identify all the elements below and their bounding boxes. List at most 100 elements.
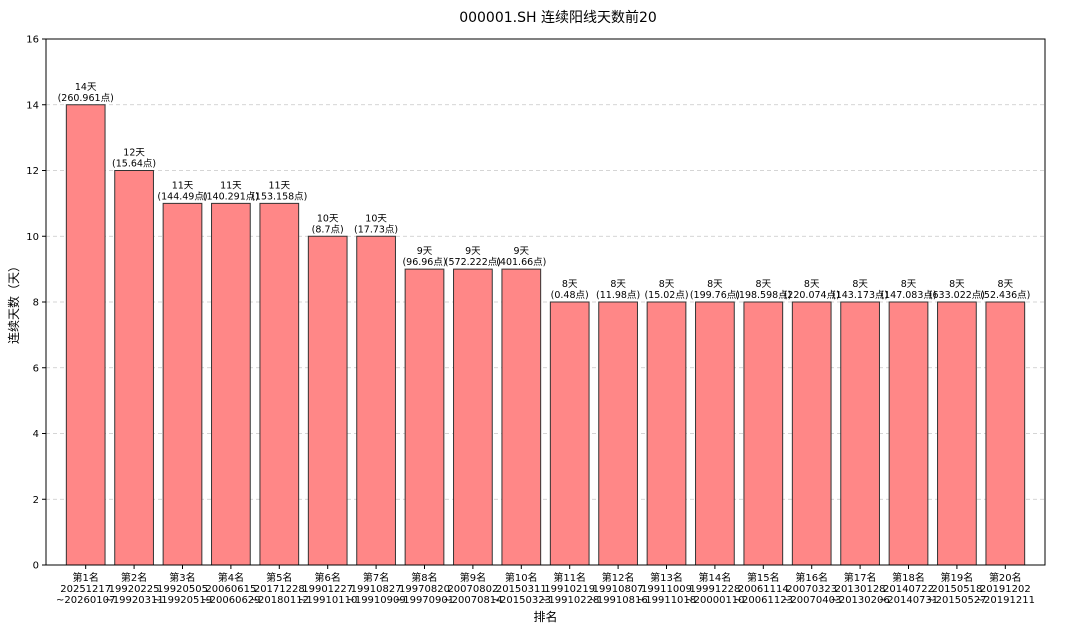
- bar: [840, 301, 880, 566]
- x-tick-label: 20150518: [931, 584, 982, 595]
- bar-points-label: (401.66点): [496, 257, 546, 268]
- chart-title: 000001.SH 连续阳线天数前20: [459, 9, 657, 26]
- bar-days-label: 11天: [220, 180, 242, 191]
- bar: [937, 301, 977, 566]
- x-tick-label: 第4名: [218, 571, 244, 584]
- x-tick-label: 第11名: [553, 571, 586, 584]
- bar: [162, 202, 203, 566]
- bar-days-label: 9天: [465, 246, 481, 257]
- bar-days-label: 8天: [804, 279, 820, 290]
- x-tick-label: 第2名: [121, 571, 147, 584]
- bar-days-label: 8天: [659, 279, 675, 290]
- bar-points-label: (572.222点): [445, 257, 501, 268]
- bars: [65, 104, 1026, 566]
- y-tick-label: 6: [33, 363, 39, 374]
- x-tick-label: 第10名: [505, 571, 538, 584]
- bar-days-label: 9天: [514, 246, 530, 257]
- x-tick-label: ~19910816: [588, 595, 647, 606]
- bar-days-label: 8天: [998, 279, 1014, 290]
- bar-points-label: (15.64点): [112, 159, 156, 170]
- bar-points-label: (153.158点): [251, 191, 307, 202]
- bar-days-label: 8天: [610, 279, 626, 290]
- x-tick-label: 19991228: [689, 584, 740, 595]
- x-tick-label: 第20名: [989, 571, 1022, 584]
- x-tick-label: ~20191211: [976, 595, 1035, 606]
- bar-value-labels: 14天(260.961点)12天(15.64点)11天(144.49点)11天(…: [58, 82, 1031, 301]
- bar-points-label: (11.98点): [596, 290, 640, 301]
- x-tick-label: 19910219: [544, 584, 595, 595]
- x-tick-label: 20130128: [835, 584, 886, 595]
- bar: [695, 301, 735, 566]
- y-tick-label: 2: [33, 495, 39, 506]
- bar: [65, 104, 106, 566]
- y-tick-label: 10: [26, 232, 39, 243]
- bar: [501, 268, 542, 566]
- bar-days-label: 12天: [123, 148, 145, 159]
- x-tick-label: ~20061123: [734, 595, 793, 606]
- x-tick-label: 19970820: [399, 584, 450, 595]
- x-tick-label: 第15名: [747, 571, 780, 584]
- bar-days-label: 11天: [172, 180, 194, 191]
- bar-points-label: (96.96点): [402, 257, 446, 268]
- x-tick-label: 19910807: [593, 584, 644, 595]
- x-tick-label: 19911009: [641, 584, 692, 595]
- x-tick-label: 20191202: [980, 584, 1031, 595]
- x-tick-label: 20070323: [786, 584, 837, 595]
- x-tick-label: ~20150323: [492, 595, 551, 606]
- x-tick-label: 第12名: [602, 571, 635, 584]
- x-tick-label: ~19910110: [298, 595, 357, 606]
- bar: [404, 268, 445, 566]
- y-axis-title: 连续天数（天）: [6, 260, 21, 344]
- bar-points-label: (147.083点): [880, 290, 936, 301]
- x-tick-label: ~20130206: [830, 595, 889, 606]
- bar-points-label: (220.074点): [784, 290, 840, 301]
- x-tick-label: 第16名: [795, 571, 828, 584]
- x-tick-label: ~20070403: [782, 595, 841, 606]
- x-tick-label: ~19920311: [104, 595, 163, 606]
- bar-days-label: 8天: [949, 279, 965, 290]
- bar-points-label: (199.76点): [690, 290, 740, 301]
- x-tick-label: 第18名: [892, 571, 925, 584]
- x-tick-label: ~20140731: [879, 595, 938, 606]
- x-tick-label: ~20070814: [443, 595, 502, 606]
- bar-points-label: (15.02点): [644, 290, 688, 301]
- bar-days-label: 8天: [852, 279, 868, 290]
- bar-points-label: (198.598点): [735, 290, 791, 301]
- bar: [356, 235, 396, 566]
- bar-days-label: 8天: [562, 279, 578, 290]
- x-tick-label: 第17名: [844, 571, 877, 584]
- bar: [259, 202, 300, 566]
- bar-points-label: (260.961点): [58, 93, 114, 104]
- x-tick-label: ~20150527: [927, 595, 986, 606]
- x-tick-label: 20251217: [60, 584, 111, 595]
- bar: [985, 301, 1026, 566]
- x-tick-label: 第14名: [699, 571, 732, 584]
- bar: [549, 301, 590, 566]
- x-tick-label: 第6名: [315, 571, 341, 584]
- y-tick-label: 16: [26, 35, 39, 46]
- y-tick-label: 14: [26, 100, 39, 111]
- x-tick-label: 第7名: [363, 571, 389, 584]
- bar-days-label: 10天: [365, 213, 387, 224]
- bar-days-label: 9天: [417, 246, 433, 257]
- x-tick-label: 20061114: [738, 584, 789, 595]
- x-tick-label: 第1名: [73, 571, 99, 584]
- bar-days-label: 8天: [901, 279, 917, 290]
- y-tick-label: 8: [33, 298, 39, 309]
- bar: [453, 268, 493, 566]
- x-tick-label: ~19970901: [395, 595, 454, 606]
- bar: [646, 301, 687, 566]
- bar-points-label: (0.48点): [551, 290, 589, 301]
- x-tick-label: 第8名: [411, 571, 437, 584]
- bar: [598, 301, 638, 566]
- x-tick-label: 20070802: [447, 584, 498, 595]
- x-tick-label: 19920505: [157, 584, 208, 595]
- bar-points-label: (8.7点): [312, 224, 344, 235]
- x-tick-label: 20060615: [205, 584, 256, 595]
- x-tick-label: 20150311: [496, 584, 547, 595]
- x-tick-label: 19920225: [109, 584, 160, 595]
- bar: [888, 301, 929, 566]
- bar-points-label: (17.73点): [354, 224, 398, 235]
